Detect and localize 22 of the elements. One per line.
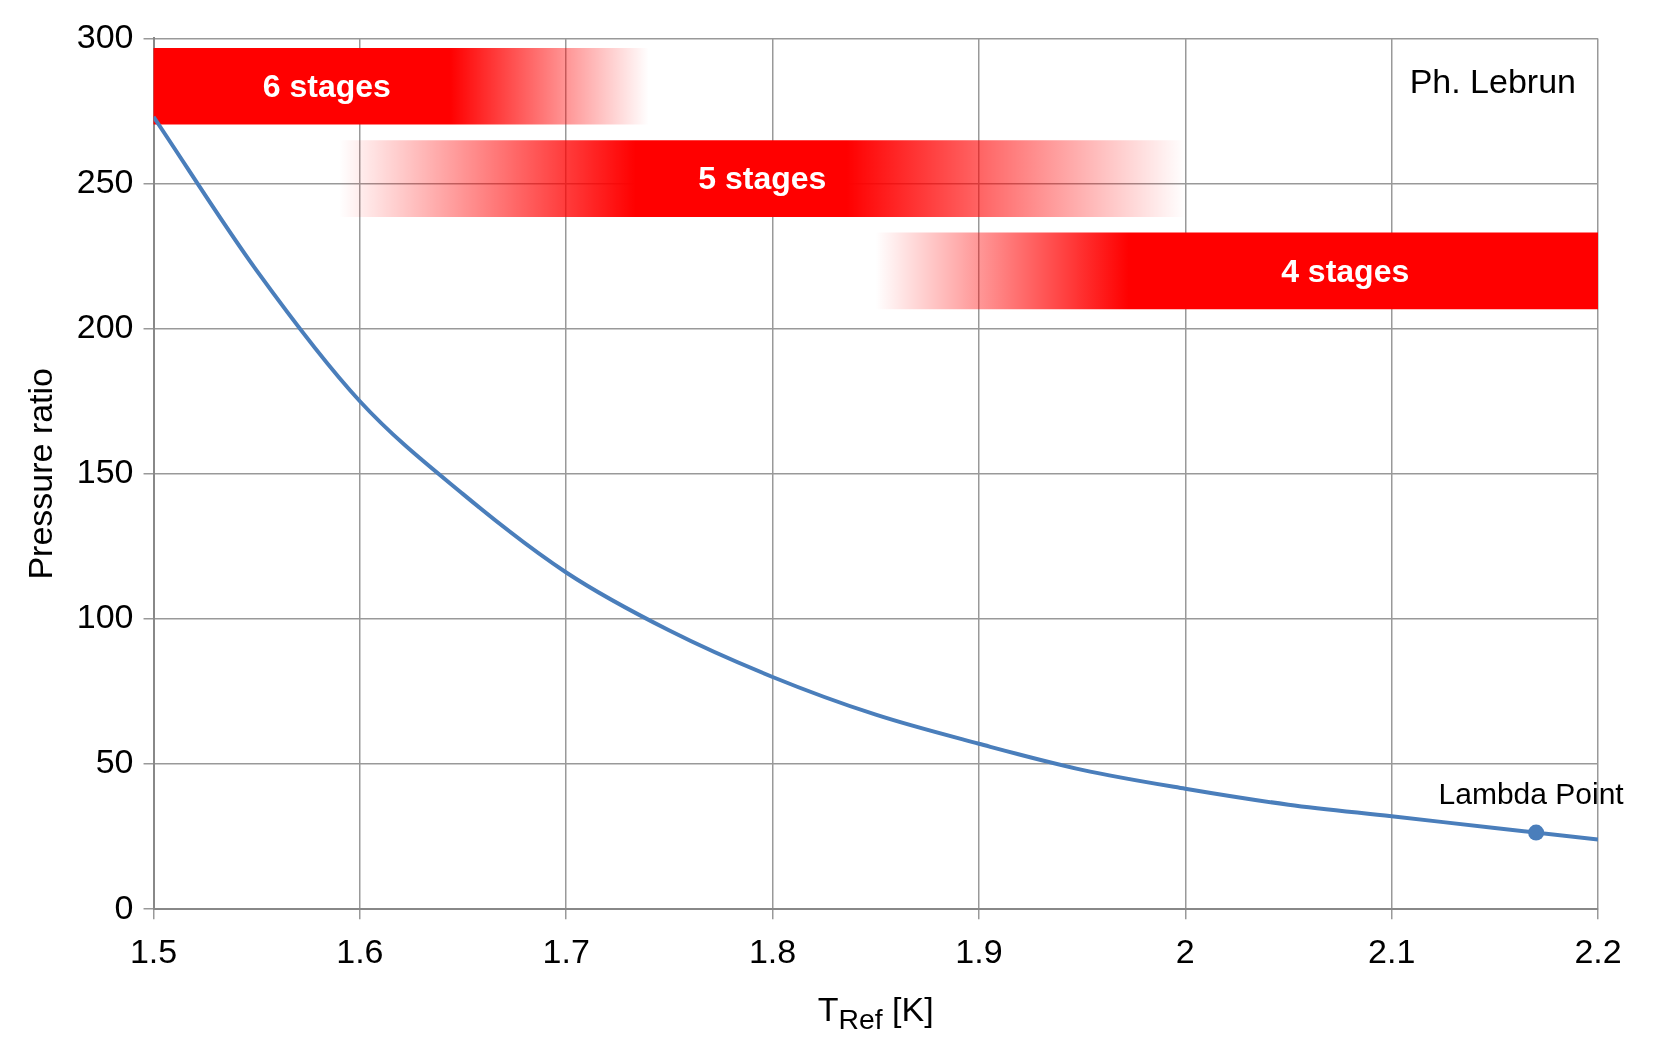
x-axis-title: T$_{Ref}$ [K] (817, 990, 934, 1036)
x-tick-label: 1.5 (129, 931, 178, 970)
x-tick-label: 2 (1175, 931, 1195, 970)
x-tick-label: 1.7 (542, 931, 590, 970)
y-tick-label: 0 (114, 887, 134, 926)
y-tick-label: 250 (76, 161, 134, 200)
annotation: Lambda Point (1438, 776, 1625, 810)
annotation: Ph. Lebrun (1409, 61, 1576, 100)
y-tick-label: 50 (95, 742, 134, 781)
x-tick-label: 1.8 (748, 931, 797, 970)
x-tick-label: 2.1 (1368, 931, 1416, 970)
y-tick-label: 200 (76, 307, 134, 346)
y-tick-label: 150 (76, 452, 134, 491)
band-label: 5 stages (698, 160, 827, 197)
y-tick-label: 300 (76, 16, 134, 55)
x-tick-label: 1.9 (955, 931, 1003, 970)
x-tick-label: 2.2 (1574, 931, 1622, 970)
band-label: 6 stages (262, 68, 391, 105)
y-axis-title: Pressure ratio (20, 367, 59, 580)
y-tick-label: 100 (76, 597, 134, 636)
band-label: 4 stages (1281, 252, 1410, 289)
x-tick-label: 1.6 (336, 931, 384, 970)
